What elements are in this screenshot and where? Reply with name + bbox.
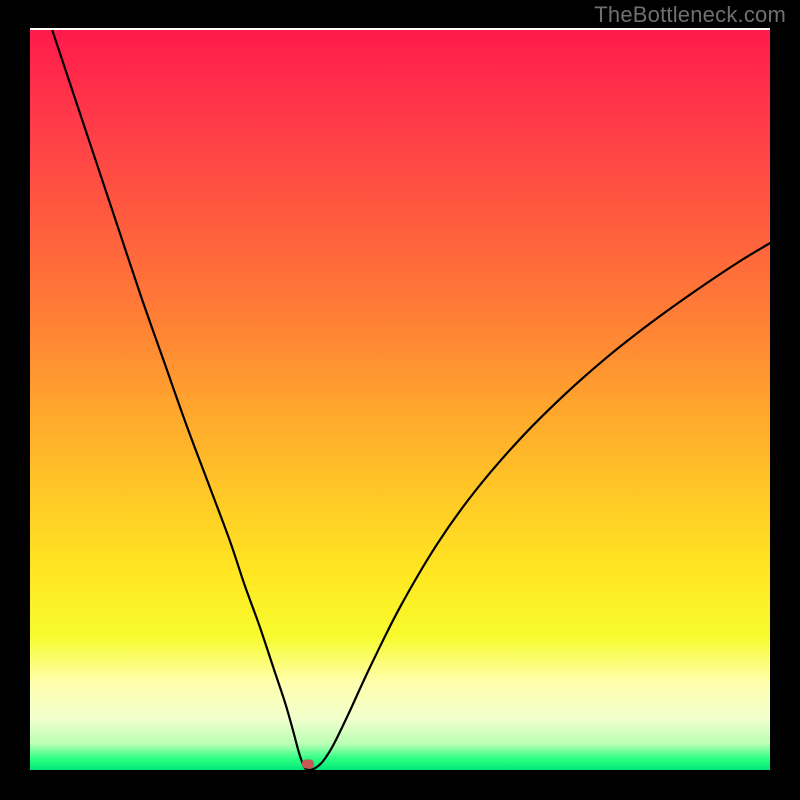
- green-baseline-strip: [30, 760, 770, 770]
- chart-frame: TheBottleneck.com: [0, 0, 800, 800]
- frame-border-bottom: [0, 770, 800, 800]
- frame-top-inner-line: [30, 28, 770, 30]
- plot-background: [30, 30, 770, 770]
- watermark-text: TheBottleneck.com: [594, 2, 786, 28]
- minimum-marker: [302, 760, 314, 769]
- frame-border-left: [0, 0, 30, 800]
- frame-border-right: [770, 0, 800, 800]
